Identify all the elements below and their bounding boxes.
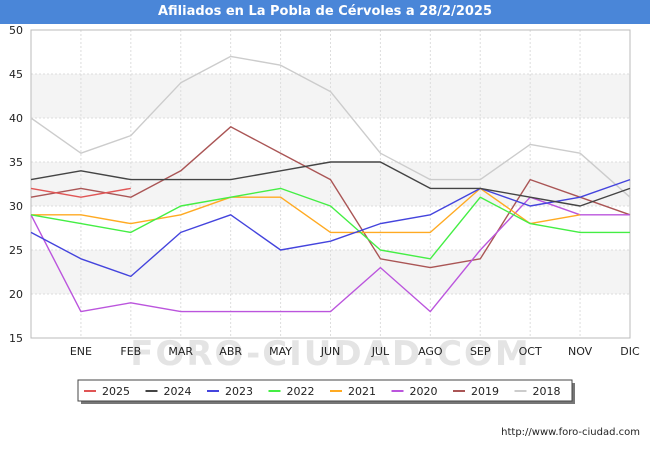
chart-title: Afiliados en La Pobla de Cérvoles a 28/2… (157, 4, 493, 19)
y-tick-label: 40 (9, 112, 23, 125)
x-tick-label: FEB (120, 345, 141, 358)
title-bar (0, 0, 650, 24)
x-tick-label: OCT (519, 345, 542, 358)
x-tick-label: NOV (568, 345, 593, 358)
x-tick-label: MAY (269, 345, 292, 358)
plot-border (30, 29, 631, 339)
series-line-2018 (30, 55, 631, 198)
y-tick-label: 15 (9, 332, 23, 345)
x-tick-label: ENE (70, 345, 92, 358)
legend-label-2019: 2019 (471, 385, 499, 398)
source-credit: http://www.foro-ciudad.com (501, 427, 640, 438)
legend-label-2023: 2023 (225, 385, 253, 398)
x-tick-label: JUN (320, 345, 341, 358)
legend-box (77, 379, 573, 402)
legend-label-2025: 2025 (102, 385, 130, 398)
y-tick-label: 45 (9, 68, 23, 81)
y-tick-label: 35 (9, 156, 23, 169)
y-axis: 15 20 25 30 35 40 45 50 (9, 24, 23, 345)
y-tick-label: 20 (9, 288, 23, 301)
series-line-2024 (30, 161, 631, 207)
x-tick-label: ABR (219, 345, 242, 358)
x-tick-label: DIC (620, 345, 640, 358)
series-line-2021 (31, 187, 581, 234)
series-line-2023 (30, 178, 631, 278)
y-tick-label: 25 (9, 244, 23, 257)
legend-label-2018: 2018 (533, 385, 561, 398)
series-line-2022 (30, 187, 630, 260)
legend-label-2024: 2024 (164, 385, 192, 398)
x-tick-label: JUL (371, 345, 390, 358)
legend-label-2021: 2021 (348, 385, 376, 398)
y-tick-label: 30 (9, 200, 23, 213)
y-tick-label: 50 (9, 24, 23, 37)
x-tick-label: MAR (168, 345, 193, 358)
series-lines (30, 55, 631, 313)
legend-label-2020: 2020 (410, 385, 438, 398)
legend-label-2022: 2022 (287, 385, 315, 398)
legend: 2025 2024 2023 2022 2021 2020 2019 2018 (77, 379, 575, 404)
x-axis: ENE FEB MAR ABR MAY JUN JUL AGO SEP OCT NOV DIC (70, 345, 640, 358)
series-line-2019 (30, 126, 631, 269)
watermark-text: FORO-CIUDAD.COM (130, 334, 531, 374)
x-tick-label: SEP (470, 345, 491, 358)
series-line-2025 (30, 187, 131, 198)
grid-lines (30, 29, 631, 339)
x-tick-label: AGO (418, 345, 443, 358)
